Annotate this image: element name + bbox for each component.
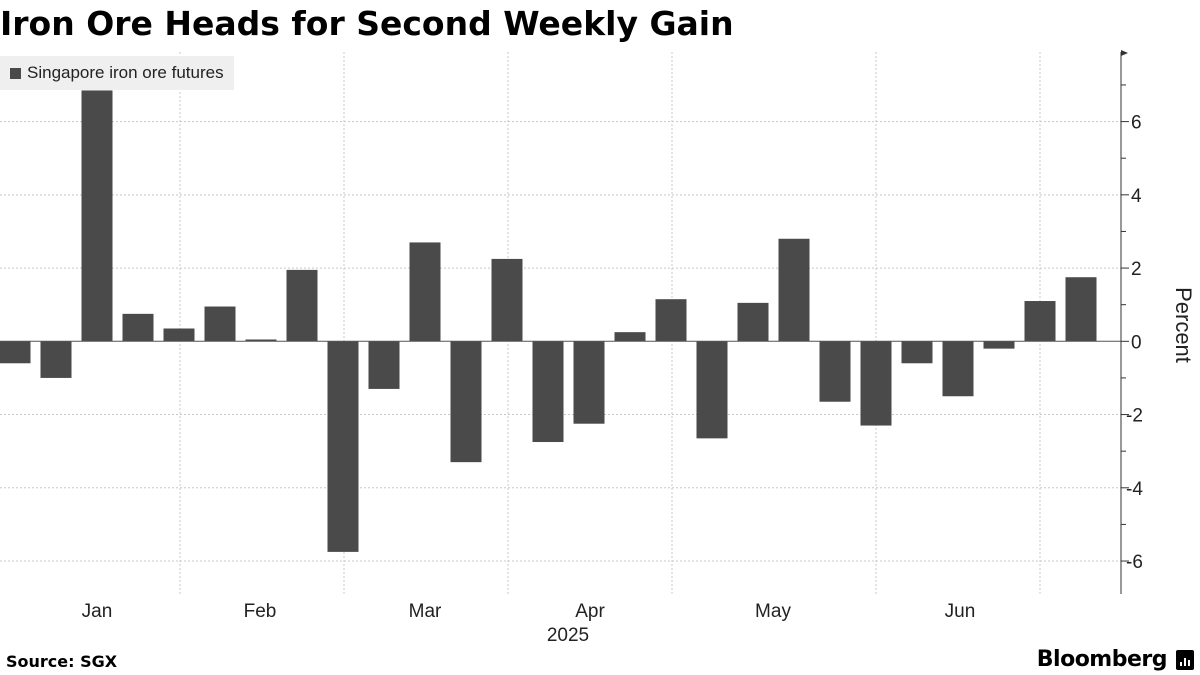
bar [860, 341, 892, 426]
bar [983, 341, 1015, 349]
y-tick-label: 2 [1131, 259, 1142, 280]
bar [696, 341, 728, 439]
bar [368, 341, 400, 389]
chart-title: Iron Ore Heads for Second Weekly Gain [0, 4, 734, 43]
bar [122, 313, 154, 342]
bar [655, 299, 687, 342]
bar [409, 242, 441, 342]
x-tick-label: Apr [575, 601, 605, 622]
bar [204, 306, 236, 342]
bar [327, 341, 359, 552]
bar [778, 238, 810, 342]
bar [450, 341, 482, 463]
brand-logo: Bloomberg [1036, 647, 1168, 672]
x-tick-label: Jun [945, 601, 976, 622]
bar [163, 328, 195, 342]
y-tick-label: -4 [1126, 479, 1143, 500]
y-tick-label: -2 [1126, 406, 1143, 427]
x-tick-label: May [755, 601, 791, 622]
legend: Singapore iron ore futures [0, 56, 234, 90]
bar [614, 332, 646, 342]
y-tick-label: 4 [1131, 186, 1142, 207]
bar [40, 341, 72, 378]
bar [532, 341, 564, 443]
bar [1024, 301, 1056, 342]
x-tick-label: Mar [409, 601, 442, 622]
x-tick-label: Jan [82, 601, 113, 622]
bar [245, 339, 277, 342]
source-note: Source: SGX [6, 652, 118, 671]
bloomberg-terminal-icon [1176, 650, 1194, 670]
y-axis-arrow [1121, 50, 1128, 56]
bar [573, 341, 605, 424]
x-year-label: 2025 [547, 625, 589, 646]
legend-label: Singapore iron ore futures [27, 63, 224, 82]
bar [1065, 277, 1097, 342]
x-tick-label: Feb [244, 601, 277, 622]
bar [942, 341, 974, 397]
y-tick-label: 0 [1131, 332, 1142, 353]
bar [286, 269, 318, 342]
bar [901, 341, 933, 364]
bar [737, 302, 769, 342]
bar [0, 341, 31, 364]
y-axis-label: Percent [1171, 287, 1196, 363]
legend-swatch [10, 67, 21, 79]
bar [819, 341, 851, 402]
bar [81, 90, 113, 342]
bar [491, 258, 523, 342]
y-tick-label: -6 [1126, 552, 1143, 573]
y-tick-label: 6 [1131, 113, 1142, 134]
